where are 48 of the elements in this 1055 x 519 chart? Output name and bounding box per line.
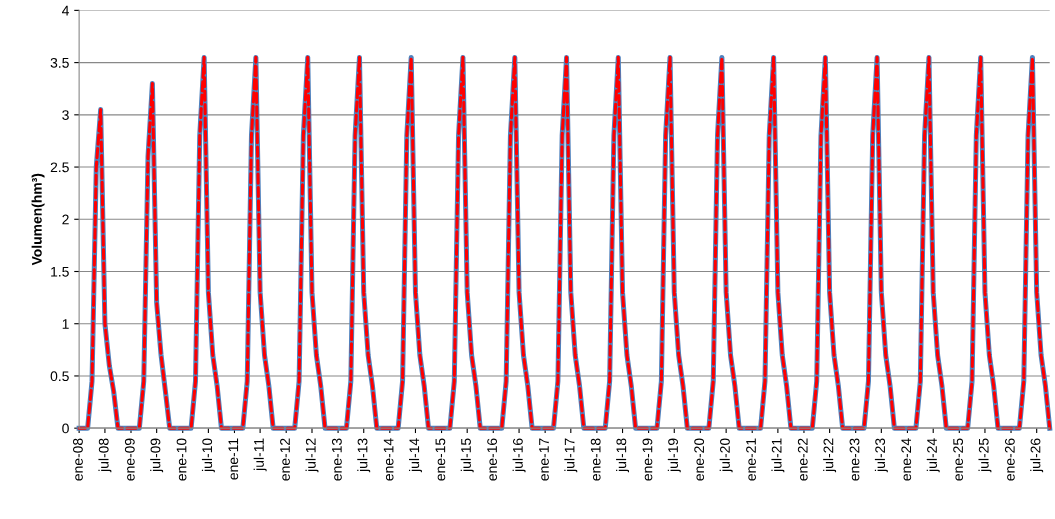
y-tick-label: 0.5 (50, 371, 69, 382)
x-tick-label: ene-20 (694, 438, 705, 481)
x-tick-label: ene-13 (331, 438, 342, 481)
x-tick-label: ene-18 (590, 438, 601, 481)
x-tick-label: jul-08 (98, 438, 112, 473)
x-tick-label: ene-15 (435, 438, 446, 481)
x-tick-label: ene-09 (124, 438, 135, 481)
x-tick-label: jul-23 (874, 438, 888, 473)
x-tick-label: ene-17 (539, 438, 549, 481)
y-tick-label: 1 (62, 319, 69, 329)
y-tick-label: 4 (62, 5, 69, 16)
x-tick-label: jul-19 (667, 438, 681, 473)
x-tick-label: jul-24 (926, 438, 940, 473)
y-tick-label: 0 (62, 423, 69, 434)
x-tick-label: ene-12 (280, 438, 290, 481)
y-tick-label: 3 (62, 110, 69, 120)
x-tick-label: ene-26 (1004, 438, 1015, 481)
x-tick-label: ene-10 (176, 438, 187, 481)
x-tick-label: jul-21 (771, 438, 785, 473)
x-tick-label: ene-23 (849, 438, 860, 481)
x-tick-label: jul-20 (719, 438, 733, 473)
x-tick-label: ene-22 (797, 438, 808, 481)
y-tick-label: 3.5 (50, 57, 69, 68)
x-tick-label: jul-13 (357, 438, 371, 473)
x-tick-label: jul-11 (253, 438, 267, 472)
x-tick-label: jul-22 (823, 438, 837, 473)
x-tick-label: jul-17 (564, 438, 578, 473)
x-tick-label: ene-11 (228, 438, 239, 480)
y-axis-title: Volumen(hm³) (31, 173, 45, 266)
x-tick-label: ene-21 (746, 438, 756, 481)
x-tick-label: jul-14 (408, 438, 422, 473)
x-tick-label: jul-16 (512, 438, 526, 473)
x-tick-label: jul-25 (978, 438, 992, 473)
x-tick-label: jul-18 (616, 438, 630, 473)
x-tick-label: ene-14 (383, 438, 394, 481)
x-tick-label: ene-24 (901, 438, 912, 481)
x-tick-label: jul-09 (150, 438, 164, 473)
y-tick-label: 1.5 (51, 266, 69, 277)
x-tick-label: ene-16 (487, 438, 497, 481)
x-tick-label: ene-25 (953, 438, 964, 481)
x-tick-label: jul-12 (305, 438, 319, 473)
y-tick-label: 2.5 (50, 162, 69, 173)
y-tick-label: 2 (62, 214, 69, 225)
x-tick-label: jul-26 (1030, 438, 1044, 473)
x-tick-label: jul-10 (201, 438, 215, 473)
x-tick-label: jul-15 (460, 438, 474, 473)
x-tick-label: ene-08 (73, 438, 83, 481)
x-tick-label: ene-19 (642, 438, 653, 481)
